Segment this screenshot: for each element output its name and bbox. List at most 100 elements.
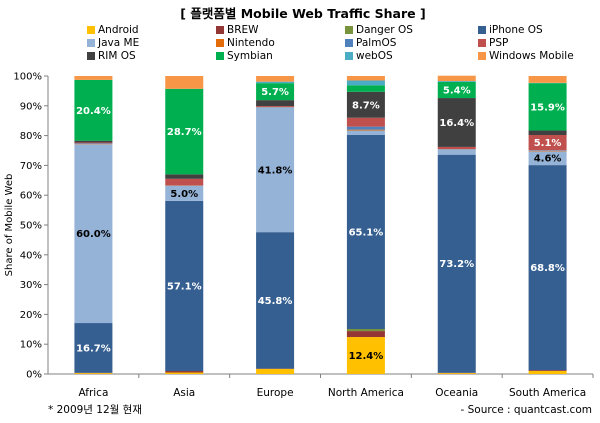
bar-stack-south-america: 68.8% 4.6% 5.1% 15.9% [528, 76, 567, 374]
bar-segment-brew [346, 331, 385, 338]
bar-stack-oceania: 73.2% 16.4% 5.4% [437, 75, 476, 374]
legend-label: Android [98, 24, 139, 36]
bar-segment-android [437, 373, 476, 374]
y-tick-label: 20% [20, 310, 42, 321]
legend-label: Symbian [227, 50, 273, 62]
bar-segment-rim-os [256, 100, 295, 107]
bar-segment-rim-os [165, 174, 204, 179]
legend-label: PSP [489, 37, 508, 49]
data-label: 41.8% [258, 165, 293, 176]
bar-segment-android [74, 373, 113, 374]
bar-segment-windows-mobile [528, 76, 567, 83]
legend-item-danger-os: Danger OS [345, 24, 413, 36]
data-label: 5.1% [534, 138, 562, 149]
legend-swatch [478, 26, 486, 34]
data-label: 60.0% [76, 229, 111, 240]
y-tick-label: 40% [20, 250, 42, 261]
y-axis-title: Share of Mobile Web [4, 174, 15, 277]
data-label: 65.1% [349, 228, 384, 239]
legend-item-java-me: Java ME [87, 37, 139, 49]
data-label: 28.7% [167, 127, 202, 138]
legend-label: Java ME [97, 37, 139, 49]
data-label: 4.6% [534, 154, 562, 165]
bar-segment-iphone-os [346, 135, 385, 330]
y-tick-label: 0% [26, 370, 42, 381]
legend: Android BREW Danger OS iPhone OS Java ME Nint… [87, 24, 574, 62]
bar-segment-java-me [256, 107, 295, 233]
legend-label: iPhone OS [489, 24, 543, 36]
legend-label: webOS [356, 50, 393, 62]
legend-swatch [87, 26, 95, 34]
bar-segment-windows-mobile [256, 76, 295, 82]
bar-segment-webos [437, 81, 476, 82]
legend-label: Nintendo [227, 37, 275, 49]
legend-item-webos: webOS [345, 50, 393, 62]
legend-item-android: Android [87, 24, 139, 36]
bar-segment-psp [165, 178, 204, 186]
legend-swatch [478, 52, 486, 60]
legend-swatch [216, 52, 224, 60]
data-label: 5.0% [170, 189, 198, 200]
bar-segment-android [165, 372, 204, 374]
x-tick-label: South America [509, 387, 586, 399]
bar-segment-java-me [528, 151, 567, 166]
data-label: 16.4% [439, 118, 474, 129]
data-label: 73.2% [439, 259, 474, 270]
data-label: 5.4% [443, 86, 471, 97]
legend-swatch [345, 52, 353, 60]
legend-swatch [216, 39, 224, 47]
data-label: 5.7% [261, 87, 289, 98]
bar-segment-iphone-os [74, 323, 113, 373]
bar-segment-java-me [74, 144, 113, 324]
bar-segment-symbian [256, 83, 295, 101]
bar-segment-psp [74, 142, 113, 144]
legend-label: BREW [227, 24, 259, 36]
x-tick-label: North America [328, 387, 404, 399]
legend-item-windows-mobile: Windows Mobile [478, 50, 574, 62]
legend-label: RIM OS [98, 50, 136, 62]
legend-label: PalmOS [356, 37, 397, 49]
bar-segment-nintendo [346, 129, 385, 131]
bar-segment-brew [165, 371, 204, 373]
bar-segment-android [346, 337, 385, 374]
data-label: 16.7% [76, 343, 111, 354]
legend-item-brew: BREW [216, 24, 259, 36]
source-note: - Source : quantcast.com [461, 404, 593, 416]
bar-segment-symbian [346, 85, 385, 92]
legend-item-rim-os: RIM OS [87, 50, 136, 62]
legend-label: Danger OS [356, 24, 413, 36]
data-label: 68.8% [530, 263, 565, 274]
bar-segment-iphone-os [256, 232, 295, 369]
bar-segment-symbian [437, 81, 476, 99]
legend-swatch [345, 39, 353, 47]
x-tick-label: Asia [173, 387, 195, 399]
bar-segment-palmos [74, 143, 113, 144]
bar-segment-windows-mobile [74, 76, 113, 80]
legend-swatch [87, 52, 95, 60]
bar-segment-rim-os [74, 140, 113, 143]
bar-segment-webos [256, 81, 295, 84]
bar-segment-psp [346, 117, 385, 127]
bar-segment-rim-os [528, 130, 567, 136]
bar-segment-danger-os [346, 329, 385, 332]
legend-item-nintendo: Nintendo [216, 37, 275, 49]
bar-segment-brew [528, 370, 567, 372]
data-label: 45.8% [258, 296, 293, 307]
data-label: 8.7% [352, 100, 380, 111]
bar-segment-windows-mobile [165, 76, 204, 89]
y-tick-label: 80% [20, 131, 42, 142]
bar-segment-symbian [74, 79, 113, 141]
x-tick-label: Oceania [435, 387, 478, 399]
bar-segment-iphone-os [165, 200, 204, 372]
y-tick-label: 90% [20, 101, 42, 112]
legend-item-symbian: Symbian [216, 50, 273, 62]
bar-segment-java-me [437, 149, 476, 155]
legend-swatch [216, 26, 224, 34]
legend-swatch [87, 39, 95, 47]
bar-segment-palmos [346, 126, 385, 130]
bar-segment-android [256, 368, 295, 374]
y-tick-label: 100% [13, 72, 42, 83]
legend-label: Windows Mobile [489, 50, 574, 62]
bar-segment-rim-os [437, 98, 476, 147]
